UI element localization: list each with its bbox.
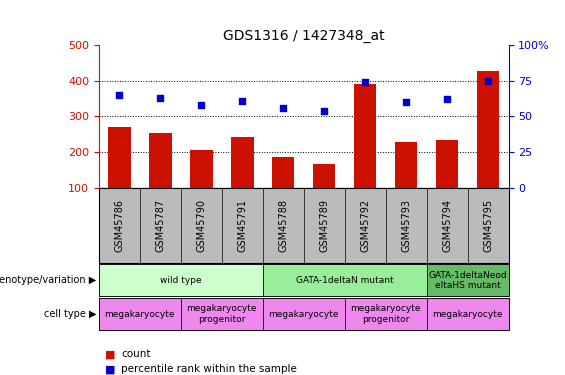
Text: GSM45788: GSM45788 (278, 198, 288, 252)
Point (442, 96, 451, 102)
Bar (313, 164, 336, 188)
Point (156, 95, 165, 101)
Title: GDS1316 / 1427348_at: GDS1316 / 1427348_at (223, 28, 385, 43)
Text: GSM45795: GSM45795 (483, 198, 493, 252)
Bar (354, 84, 376, 188)
Text: GSM45791: GSM45791 (237, 198, 247, 252)
Text: megakaryocyte
progenitor: megakaryocyte progenitor (350, 304, 421, 324)
Bar (99, 264, 263, 296)
Text: GSM45790: GSM45790 (196, 198, 206, 252)
Bar (190, 150, 212, 188)
Text: ■: ■ (105, 364, 115, 374)
Bar (427, 264, 508, 296)
Bar (108, 127, 131, 188)
Point (238, 98, 247, 104)
Bar (436, 141, 458, 188)
Text: cell type ▶: cell type ▶ (44, 309, 96, 319)
Text: count: count (121, 350, 151, 359)
Bar (263, 298, 345, 330)
Text: GSM45789: GSM45789 (319, 198, 329, 252)
Bar (99, 298, 181, 330)
Bar (427, 298, 508, 330)
Bar (263, 264, 427, 296)
Text: GSM45786: GSM45786 (114, 198, 124, 252)
Text: percentile rank within the sample: percentile rank within the sample (121, 364, 297, 374)
Text: wild type: wild type (160, 276, 202, 285)
Text: genotype/variation ▶: genotype/variation ▶ (0, 275, 96, 285)
Bar (181, 298, 263, 330)
Text: GATA-1deltaN mutant: GATA-1deltaN mutant (296, 276, 393, 285)
Point (320, 108, 329, 114)
Text: GSM45792: GSM45792 (360, 198, 370, 252)
Point (360, 79, 370, 85)
Point (279, 105, 288, 111)
Bar (345, 298, 427, 330)
Text: ■: ■ (105, 350, 115, 359)
Bar (231, 137, 254, 188)
Bar (395, 142, 418, 188)
Text: GSM45787: GSM45787 (155, 198, 166, 252)
Text: megakaryocyte
progenitor: megakaryocyte progenitor (186, 304, 257, 324)
Text: GSM45793: GSM45793 (401, 198, 411, 252)
Text: megakaryocyte: megakaryocyte (105, 310, 175, 319)
Bar (477, 70, 499, 188)
Text: megakaryocyte: megakaryocyte (268, 310, 339, 319)
Text: GATA-1deltaNeod
eltaHS mutant: GATA-1deltaNeod eltaHS mutant (428, 271, 507, 290)
Point (115, 92, 124, 98)
Point (402, 99, 411, 105)
Text: megakaryocyte: megakaryocyte (432, 310, 503, 319)
Bar (272, 156, 294, 188)
Point (197, 102, 206, 108)
Point (484, 78, 493, 84)
Text: GSM45794: GSM45794 (442, 198, 452, 252)
Bar (149, 134, 172, 188)
